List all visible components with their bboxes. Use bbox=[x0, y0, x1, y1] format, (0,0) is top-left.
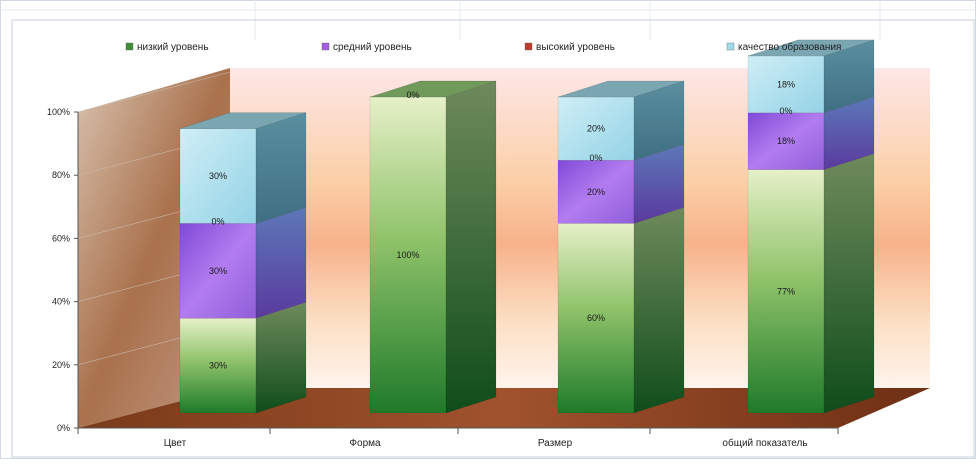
y-tick-label: 40% bbox=[52, 297, 70, 307]
bar-segment-front bbox=[557, 96, 635, 161]
legend: низкий уровень средний уровень высокий уро… bbox=[125, 41, 841, 53]
data-label: 60% bbox=[587, 313, 605, 323]
legend-swatch bbox=[125, 42, 134, 51]
legend-swatch bbox=[321, 42, 330, 51]
bar-top-face bbox=[747, 39, 875, 57]
legend-entry: низкий уровень bbox=[137, 42, 209, 53]
data-label: 20% bbox=[587, 124, 605, 134]
y-tick-label: 80% bbox=[52, 170, 70, 180]
data-label: 100% bbox=[396, 250, 419, 260]
x-category-label: Размер bbox=[538, 438, 573, 449]
legend-swatch bbox=[726, 42, 735, 51]
x-category-label: Форма bbox=[349, 438, 381, 449]
data-label: 0% bbox=[211, 216, 224, 226]
bar-segment-side bbox=[255, 112, 307, 224]
bar-segment-front bbox=[747, 112, 825, 170]
bar-segment-front bbox=[557, 159, 635, 224]
data-label: 20% bbox=[587, 187, 605, 197]
axes: 0% 20% 40% 60% 80% 100% Цвет Форма Размер общий п… bbox=[47, 107, 839, 449]
legend-entry: качество образования bbox=[738, 41, 841, 53]
legend-entry: высокий уровень bbox=[536, 42, 615, 53]
y-tick-label: 100% bbox=[47, 107, 70, 117]
bar-top-face bbox=[179, 112, 307, 129]
y-tick-label: 0% bbox=[57, 423, 70, 433]
y-tick-label: 60% bbox=[52, 233, 70, 243]
data-label: 30% bbox=[209, 361, 227, 371]
bar-top-face bbox=[557, 80, 685, 98]
bar-segment-side bbox=[633, 207, 685, 414]
data-label: 30% bbox=[209, 266, 227, 276]
bar-segment-front bbox=[747, 169, 825, 414]
bar-segment-side bbox=[255, 301, 307, 414]
bar-segment-front bbox=[179, 317, 257, 414]
data-label: 77% bbox=[777, 286, 795, 296]
legend-swatch bbox=[524, 42, 533, 51]
bar-top-face bbox=[369, 80, 497, 98]
bar-segment-front bbox=[179, 223, 257, 319]
data-label: 18% bbox=[777, 79, 795, 89]
bar-segment-front bbox=[747, 55, 825, 114]
bar-segment-side bbox=[445, 80, 497, 414]
data-label: 18% bbox=[777, 136, 795, 146]
data-label: 0% bbox=[406, 90, 419, 100]
x-category-label: Цвет bbox=[164, 438, 187, 449]
bar-segment-side bbox=[823, 153, 875, 414]
data-label: 30% bbox=[209, 171, 227, 181]
data-labels: 30% 30% 0% 30% 100% 0% 60% 20% 0% 20% 77% 18% 0% 18% bbox=[209, 79, 795, 370]
bar-segment-front bbox=[179, 128, 257, 224]
bar-segment-front bbox=[557, 223, 635, 414]
data-label: 0% bbox=[589, 153, 602, 163]
bar-segment-front bbox=[369, 96, 447, 414]
bars-group bbox=[179, 39, 875, 414]
legend-entry: средний уровень bbox=[333, 42, 412, 53]
bar-segment-side bbox=[255, 207, 307, 319]
gridline bbox=[77, 71, 231, 113]
y-tick-label: 20% bbox=[52, 360, 70, 370]
x-category-label: общий показатель bbox=[722, 437, 807, 449]
data-label: 0% bbox=[779, 106, 792, 116]
